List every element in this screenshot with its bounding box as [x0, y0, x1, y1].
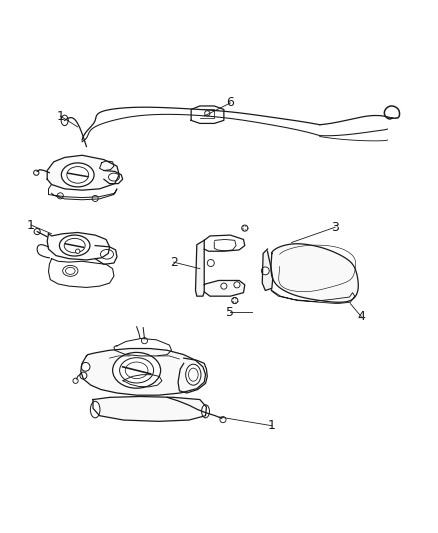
Ellipse shape	[90, 401, 100, 418]
Ellipse shape	[100, 249, 113, 259]
Circle shape	[80, 372, 87, 379]
Circle shape	[231, 297, 237, 304]
Text: 2: 2	[170, 256, 177, 269]
Polygon shape	[81, 349, 205, 395]
Ellipse shape	[188, 368, 198, 381]
Ellipse shape	[201, 405, 209, 418]
Polygon shape	[204, 240, 244, 296]
Text: 4: 4	[357, 310, 364, 323]
Text: 1: 1	[56, 109, 64, 123]
Text: 6: 6	[226, 96, 234, 109]
Text: 1: 1	[267, 419, 275, 432]
Circle shape	[75, 249, 80, 253]
Ellipse shape	[63, 265, 78, 276]
Polygon shape	[195, 240, 204, 296]
Circle shape	[92, 196, 98, 201]
Circle shape	[81, 362, 90, 371]
Polygon shape	[47, 155, 119, 190]
Circle shape	[233, 282, 240, 288]
Circle shape	[207, 260, 214, 266]
Circle shape	[220, 283, 226, 289]
Circle shape	[141, 337, 147, 344]
Circle shape	[57, 193, 63, 199]
Ellipse shape	[113, 352, 160, 388]
Ellipse shape	[61, 163, 94, 187]
Ellipse shape	[119, 358, 153, 383]
Text: 5: 5	[226, 306, 234, 319]
Circle shape	[241, 225, 247, 231]
Circle shape	[34, 229, 40, 235]
Circle shape	[204, 111, 209, 116]
Text: 1: 1	[27, 219, 35, 231]
Polygon shape	[93, 397, 206, 422]
Polygon shape	[270, 244, 357, 302]
Ellipse shape	[67, 167, 88, 183]
Circle shape	[261, 267, 268, 275]
Circle shape	[219, 417, 226, 423]
Ellipse shape	[185, 364, 201, 385]
Polygon shape	[261, 249, 272, 290]
Circle shape	[73, 378, 78, 383]
Ellipse shape	[59, 235, 90, 256]
Polygon shape	[47, 232, 110, 260]
Ellipse shape	[125, 362, 148, 378]
Ellipse shape	[64, 238, 85, 253]
Ellipse shape	[108, 173, 119, 181]
Text: 3: 3	[330, 221, 338, 234]
Circle shape	[34, 170, 39, 175]
Ellipse shape	[65, 268, 75, 274]
